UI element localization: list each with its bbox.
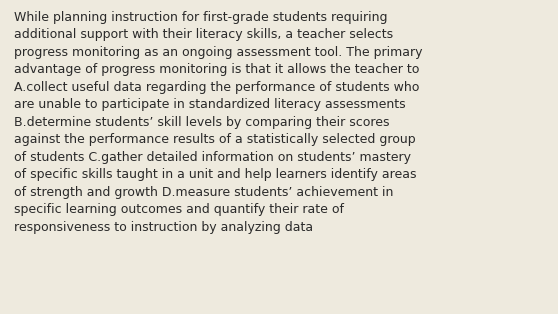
Text: While planning instruction for first-grade students requiring
additional support: While planning instruction for first-gra… <box>14 11 422 234</box>
